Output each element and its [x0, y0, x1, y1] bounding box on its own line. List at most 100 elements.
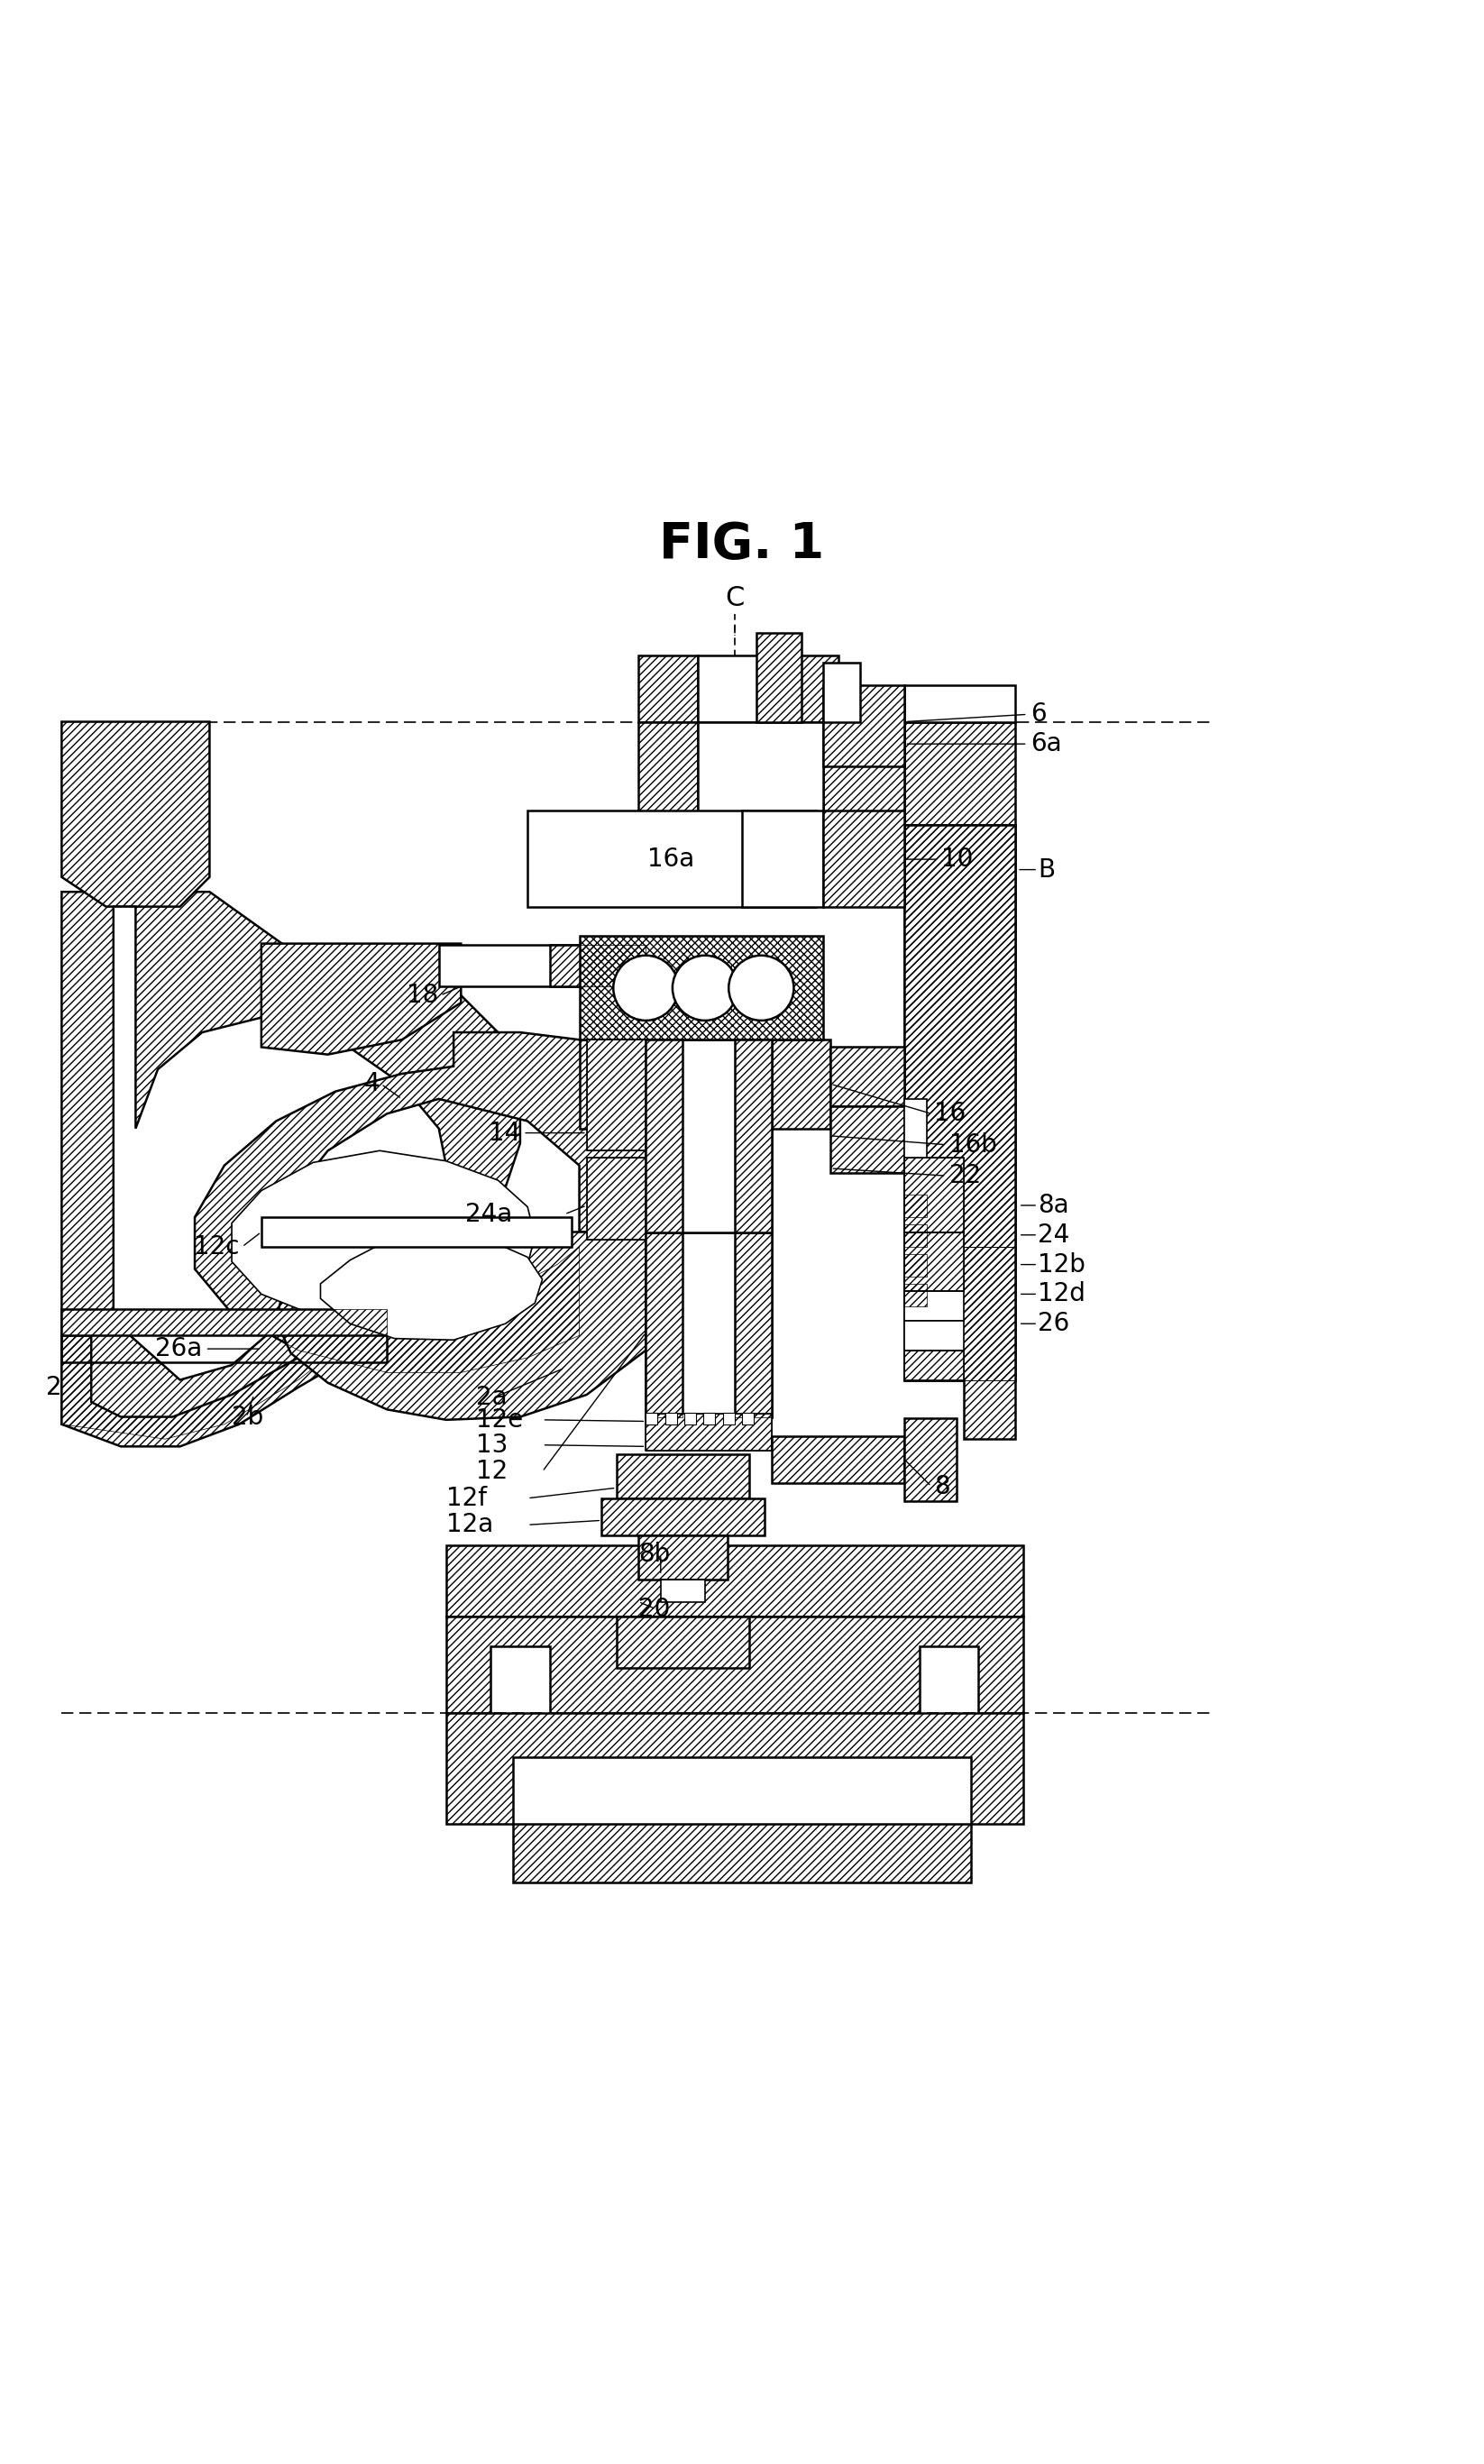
Bar	[684, 1412, 696, 1424]
Bar	[772, 655, 838, 722]
Bar	[905, 1099, 928, 1188]
Bar	[447, 1545, 1022, 1616]
Bar	[905, 1225, 928, 1247]
Polygon shape	[276, 1232, 646, 1419]
Bar	[638, 722, 697, 862]
Bar	[579, 1040, 646, 1129]
Bar	[905, 1254, 928, 1276]
Text: 8a: 8a	[1037, 1193, 1068, 1217]
Bar	[62, 1308, 387, 1335]
Text: 8b: 8b	[638, 1542, 671, 1567]
Bar	[831, 1106, 905, 1173]
Text: 13: 13	[476, 1432, 508, 1459]
Bar	[824, 685, 905, 766]
Text: 4: 4	[364, 1072, 380, 1096]
Bar	[824, 722, 905, 862]
Bar	[638, 1535, 727, 1579]
Bar	[665, 1412, 677, 1424]
Bar	[735, 1040, 772, 1232]
Bar	[660, 1579, 705, 1602]
Bar	[824, 663, 861, 722]
Bar	[447, 1545, 1022, 1616]
Bar	[831, 1047, 905, 1106]
Bar	[742, 1412, 754, 1424]
Bar	[638, 722, 697, 862]
Polygon shape	[62, 892, 521, 1439]
Text: 12f: 12f	[447, 1486, 487, 1510]
Text: 8: 8	[935, 1473, 950, 1498]
Polygon shape	[905, 1419, 957, 1501]
Bar	[638, 655, 697, 722]
Bar	[261, 1217, 571, 1247]
Bar	[549, 946, 646, 986]
Polygon shape	[447, 1616, 1022, 1712]
Bar	[905, 1284, 928, 1306]
Polygon shape	[447, 1712, 1022, 1823]
Text: 18: 18	[407, 983, 439, 1008]
Bar	[586, 1040, 646, 1151]
Bar	[772, 1437, 905, 1483]
Bar	[601, 1498, 764, 1535]
Polygon shape	[62, 1308, 387, 1446]
Bar	[757, 633, 801, 722]
Bar	[757, 633, 801, 722]
Bar	[772, 1040, 831, 1129]
Bar	[586, 1158, 646, 1239]
Text: 24a: 24a	[466, 1202, 513, 1227]
Text: 16: 16	[935, 1101, 966, 1126]
Text: 12d: 12d	[1037, 1281, 1085, 1306]
Bar	[616, 1454, 749, 1498]
Bar	[646, 1414, 772, 1451]
Bar	[579, 936, 824, 1040]
Bar	[905, 1232, 963, 1291]
Bar	[905, 1247, 1015, 1380]
Text: 12: 12	[476, 1459, 508, 1483]
Bar	[697, 722, 824, 862]
Text: 12a: 12a	[447, 1513, 493, 1538]
Bar	[905, 685, 1015, 722]
Bar	[723, 1412, 735, 1424]
Bar	[697, 655, 772, 722]
Text: 16a: 16a	[647, 848, 695, 872]
Text: C: C	[726, 584, 745, 611]
Bar	[646, 1040, 683, 1232]
Bar	[772, 1040, 831, 1129]
Bar	[905, 1350, 963, 1380]
Bar	[772, 655, 838, 722]
Text: 12c: 12c	[193, 1234, 239, 1259]
Bar	[646, 1414, 772, 1451]
Bar	[831, 1047, 905, 1106]
Bar	[905, 1247, 1015, 1380]
Bar	[579, 936, 824, 1040]
Bar	[831, 1047, 905, 1106]
Text: 22: 22	[950, 1163, 981, 1188]
Bar	[638, 655, 697, 722]
Circle shape	[729, 956, 794, 1020]
Text: 2: 2	[46, 1375, 62, 1400]
Bar	[638, 1535, 727, 1579]
Bar	[905, 1232, 963, 1291]
Bar	[527, 811, 816, 907]
Text: 10: 10	[942, 848, 974, 872]
Circle shape	[672, 956, 738, 1020]
Polygon shape	[232, 1151, 534, 1326]
Polygon shape	[113, 907, 447, 1380]
Bar	[703, 1412, 715, 1424]
Polygon shape	[261, 944, 462, 1055]
Bar	[905, 1284, 928, 1306]
Bar	[905, 825, 1015, 1247]
Text: FIG. 1: FIG. 1	[659, 520, 825, 569]
Circle shape	[613, 956, 678, 1020]
Text: 26: 26	[1037, 1311, 1070, 1335]
Bar	[586, 1040, 646, 1151]
Bar	[772, 1437, 905, 1483]
Bar	[735, 1232, 772, 1417]
Bar	[601, 1498, 764, 1535]
Bar	[616, 1454, 749, 1498]
Text: B: B	[1037, 857, 1055, 882]
Bar	[905, 722, 1015, 825]
Bar	[616, 1616, 749, 1668]
Polygon shape	[321, 1234, 542, 1340]
Text: 16b: 16b	[950, 1131, 997, 1158]
Text: 12b: 12b	[1037, 1252, 1085, 1276]
